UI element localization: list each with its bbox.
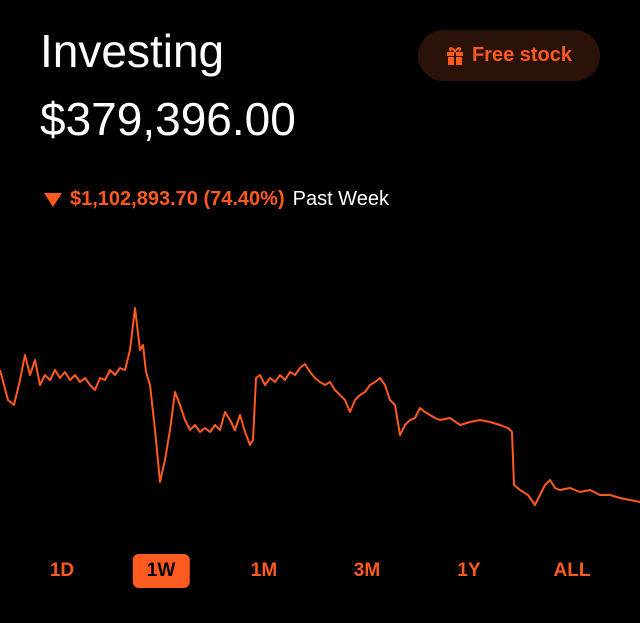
range-tabs: 1D 1W 1M 3M 1Y ALL <box>0 554 640 588</box>
range-tab[interactable]: 3M <box>353 560 381 581</box>
gift-icon <box>446 46 463 65</box>
down-arrow <box>44 192 62 207</box>
page-title: Investing <box>40 25 225 77</box>
range-tab[interactable]: 1D <box>49 560 75 581</box>
range-tab[interactable]: ALL <box>553 560 591 581</box>
change-period: Past Week <box>292 188 389 210</box>
free-stock-label: Free stock <box>471 44 573 66</box>
range-tab[interactable]: 1M <box>250 560 278 581</box>
price-line <box>0 307 640 506</box>
price-chart <box>0 307 640 506</box>
balance: $379,396.00 <box>40 93 296 145</box>
change-row: $1,102,893.70 (74.40%) Past Week <box>44 188 389 211</box>
range-tab[interactable]: 1Y <box>457 560 481 581</box>
change-amount: $1,102,893.70 (74.40%) <box>70 188 285 210</box>
range-tab[interactable]: 1W <box>132 554 190 588</box>
free-stock-button[interactable]: Free stock <box>418 30 600 81</box>
